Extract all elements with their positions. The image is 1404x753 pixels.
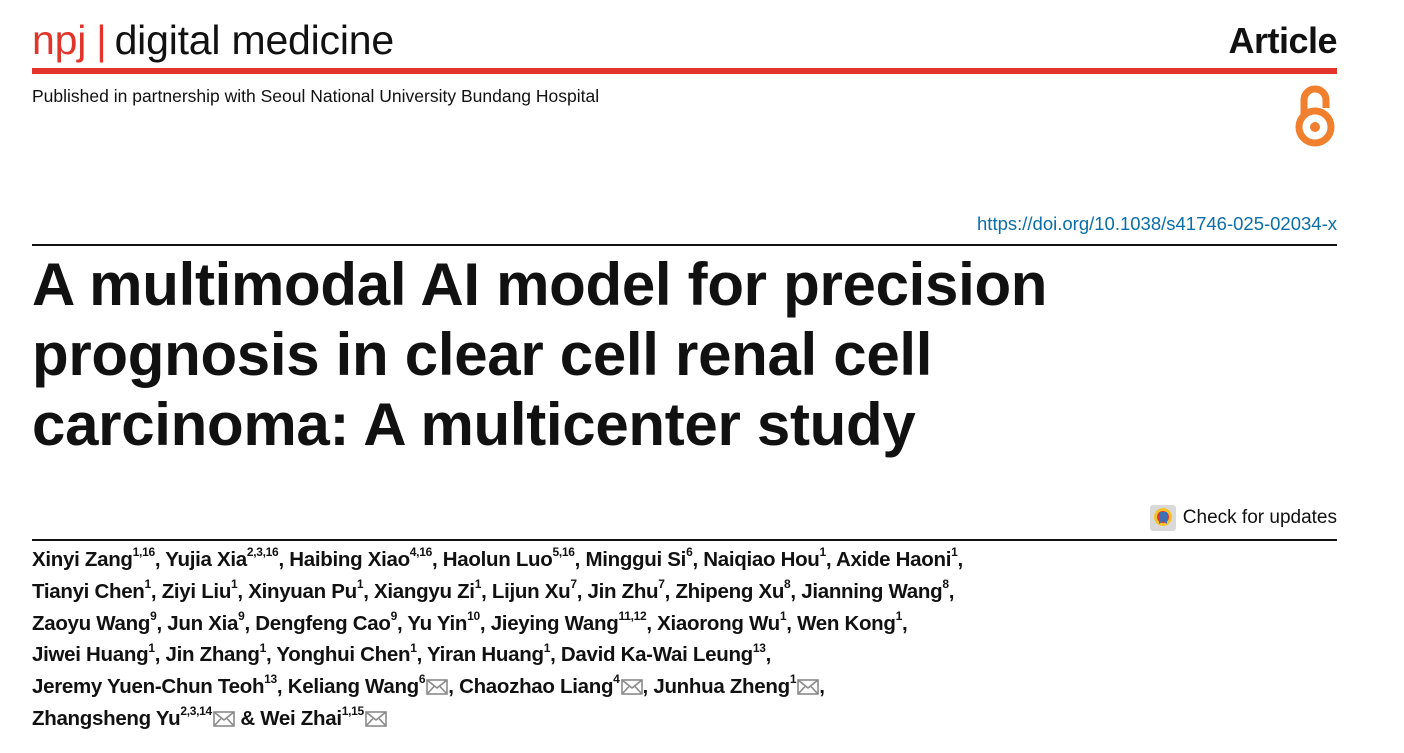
author-name[interactable]: Jun Xia9 <box>167 608 245 635</box>
journal-name-prefix: npj <box>32 17 87 63</box>
authors-rule <box>32 539 1337 541</box>
author-affiliation: 4 <box>613 672 620 687</box>
author-name[interactable]: Jin Zhang1 <box>165 640 267 667</box>
author-line: Xinyi Zang1,16, Yujia Xia2,3,16, Haibing… <box>32 545 963 571</box>
envelope-icon[interactable] <box>365 711 387 727</box>
author-affiliation: 1 <box>148 640 155 655</box>
author-name[interactable]: Yu Yin10 <box>407 608 480 635</box>
author-affiliation: 13 <box>264 672 277 687</box>
author-name[interactable]: Zhangsheng Yu2,3,14 <box>32 704 235 730</box>
author-line: Zaoyu Wang9, Jun Xia9, Dengfeng Cao9, Yu… <box>32 608 908 635</box>
author-affiliation: 9 <box>390 608 398 623</box>
author-affiliation: 1 <box>779 608 787 623</box>
author-affiliation: 1 <box>356 576 364 591</box>
author-name[interactable]: David Ka-Wai Leung13 <box>560 640 766 667</box>
author-affiliation: 8 <box>942 576 949 591</box>
author-affiliation: 1 <box>951 545 958 560</box>
author-affiliation: 1 <box>410 640 417 655</box>
author-list: Xinyi Zang1,16, Yujia Xia2,3,16, Haibing… <box>32 544 1132 735</box>
journal-name[interactable]: npj | digital medicine <box>32 16 394 64</box>
author-affiliation: 13 <box>752 640 766 655</box>
check-updates-label: Check for updates <box>1182 507 1337 528</box>
author-name[interactable]: Minggui Si6 <box>585 545 693 571</box>
author-name[interactable]: Dengfeng Cao9 <box>255 608 398 635</box>
article-title: A multimodal AI model for precision prog… <box>32 251 1048 458</box>
author-line: Jeremy Yuen-Chun Teoh13, Keliang Wang6, … <box>32 672 825 699</box>
author-line: Jiwei Huang1, Jin Zhang1, Yonghui Chen1,… <box>32 640 772 667</box>
author-name[interactable]: Wei Zhai1,15 <box>260 704 387 730</box>
author-affiliation: 8 <box>784 576 791 591</box>
author-affiliation: 7 <box>570 576 577 591</box>
envelope-icon[interactable] <box>426 679 449 695</box>
author-affiliation: 1,15 <box>341 704 364 719</box>
header-rule <box>32 68 1337 74</box>
author-line: Zhangsheng Yu2,3,14 & Wei Zhai1,15 <box>32 703 1132 735</box>
author-affiliation: 10 <box>467 608 480 623</box>
author-affiliation: 1 <box>895 608 903 623</box>
author-affiliation: 1 <box>144 576 152 591</box>
check-updates-icon <box>1149 505 1176 531</box>
envelope-icon[interactable] <box>213 711 235 727</box>
author-name[interactable]: Xinyi Zang1,16 <box>32 545 155 571</box>
author-name[interactable]: Jeremy Yuen-Chun Teoh13 <box>32 672 277 699</box>
open-access-icon[interactable] <box>1290 84 1340 150</box>
author-affiliation: 11,12 <box>618 608 647 623</box>
author-affiliation: 1 <box>789 672 797 687</box>
partnership-statement: Published in partnership with Seoul Nati… <box>32 86 600 106</box>
author-name[interactable]: Yonghui Chen1 <box>276 640 417 667</box>
author-affiliation: 6 <box>418 672 426 687</box>
author-affiliation: 7 <box>658 576 665 591</box>
author-name[interactable]: Jieying Wang11,12 <box>490 608 647 635</box>
author-affiliation: 1 <box>543 640 551 655</box>
author-name[interactable]: Ziyi Liu1 <box>161 576 238 603</box>
author-affiliation: 6 <box>686 545 693 560</box>
author-name[interactable]: Jin Zhu7 <box>587 576 665 603</box>
envelope-icon[interactable] <box>797 679 820 695</box>
author-affiliation: 1 <box>259 640 267 655</box>
journal-name-separator: | <box>96 17 107 63</box>
author-name[interactable]: Naiqiao Hou1 <box>703 545 827 571</box>
author-name[interactable]: Zaoyu Wang9 <box>32 608 157 635</box>
author-affiliation: 1 <box>819 545 827 560</box>
author-name[interactable]: Haibing Xiao4,16 <box>289 545 432 571</box>
author-name[interactable]: Jianning Wang8 <box>801 576 949 603</box>
author-name[interactable]: Axide Haoni1 <box>835 545 958 571</box>
author-name[interactable]: Haolun Luo5,16 <box>442 545 575 571</box>
author-affiliation: 9 <box>150 608 157 623</box>
author-name[interactable]: Wen Kong1 <box>797 608 903 635</box>
title-rule <box>32 244 1337 246</box>
author-name[interactable]: Xiaorong Wu1 <box>657 608 787 635</box>
author-affiliation: 2,3,14 <box>180 704 212 719</box>
author-line: Tianyi Chen1, Ziyi Liu1, Xinyuan Pu1, Xi… <box>32 576 955 603</box>
author-name[interactable]: Xinyuan Pu1 <box>248 576 364 603</box>
author-name[interactable]: Lijun Xu7 <box>491 576 577 603</box>
envelope-icon[interactable] <box>620 679 643 695</box>
author-affiliation: 9 <box>238 608 245 623</box>
author-affiliation: 5,16 <box>552 545 575 560</box>
author-affiliation: 1 <box>231 576 238 591</box>
author-affiliation: 2,3,16 <box>246 545 279 560</box>
journal-name-rest: digital medicine <box>114 17 395 63</box>
author-affiliation: 1 <box>474 576 482 591</box>
journal-masthead: npj | digital medicine Article <box>32 14 1337 64</box>
check-for-updates-button[interactable]: Check for updates <box>1149 505 1337 531</box>
author-name[interactable]: Xiangyu Zi1 <box>374 576 482 603</box>
author-affiliation: 4,16 <box>409 545 432 560</box>
author-name[interactable]: Keliang Wang6 <box>288 672 449 698</box>
author-name[interactable]: Zhipeng Xu8 <box>675 576 791 603</box>
author-name[interactable]: Yujia Xia2,3,16 <box>165 545 279 571</box>
author-name[interactable]: Yiran Huang1 <box>427 640 551 667</box>
author-name[interactable]: Chaozhao Liang4 <box>459 672 643 698</box>
author-affiliation: 1,16 <box>132 545 155 560</box>
doi-link[interactable]: https://doi.org/10.1038/s41746-025-02034… <box>977 213 1337 234</box>
author-name[interactable]: Junhua Zheng1 <box>653 672 820 698</box>
author-name[interactable]: Tianyi Chen1 <box>32 576 152 603</box>
author-name[interactable]: Jiwei Huang1 <box>32 640 155 667</box>
article-type-label: Article <box>1228 20 1337 61</box>
